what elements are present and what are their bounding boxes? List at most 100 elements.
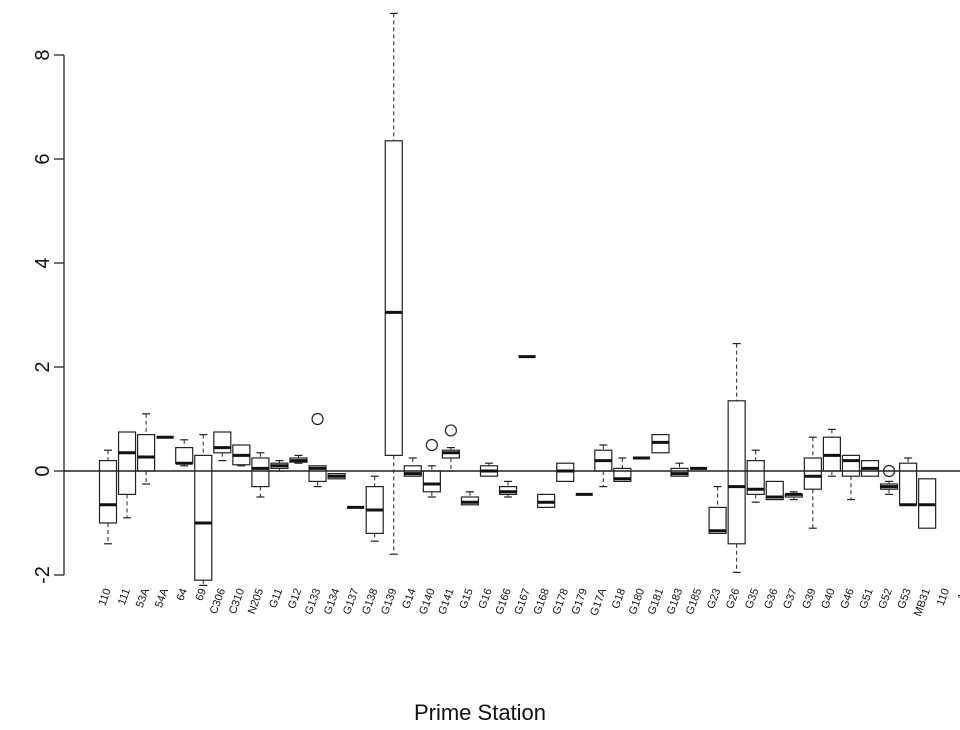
x-tick-label: G179 bbox=[570, 587, 590, 616]
box bbox=[232, 444, 251, 467]
box-iqr bbox=[746, 460, 765, 496]
y-tick-label: 2 bbox=[32, 361, 54, 372]
x-axis-title: Prime Station bbox=[413, 700, 547, 725]
y-tick-label: 0 bbox=[32, 465, 54, 476]
box bbox=[175, 439, 194, 467]
box bbox=[727, 343, 746, 574]
x-tick-label: G180 bbox=[627, 587, 647, 616]
y-tick-label: 6 bbox=[32, 153, 54, 164]
box-iqr bbox=[117, 431, 137, 496]
box-iqr bbox=[403, 465, 422, 477]
box-iqr bbox=[213, 431, 232, 454]
x-tick-label: G185 bbox=[684, 587, 704, 616]
box bbox=[765, 480, 784, 501]
x-tick-label: G12 bbox=[286, 587, 304, 611]
y-tick-label: 4 bbox=[32, 257, 54, 268]
box bbox=[251, 452, 270, 498]
box bbox=[308, 412, 327, 488]
outlier-point bbox=[882, 464, 896, 478]
box bbox=[537, 493, 556, 508]
box bbox=[879, 464, 899, 495]
box-iqr bbox=[98, 460, 118, 524]
x-tick-label: G23 bbox=[705, 587, 723, 611]
x-tick-label: 53A bbox=[134, 586, 152, 609]
x-tick-label: G26 bbox=[724, 587, 742, 611]
x-tick-label: G15 bbox=[457, 587, 475, 611]
x-tick-label: MB31 bbox=[912, 587, 933, 618]
x-tick-label: G53 bbox=[896, 587, 914, 611]
box bbox=[746, 449, 765, 503]
x-tick-label: 11 bbox=[956, 587, 960, 602]
x-tick-label: G51 bbox=[857, 587, 875, 611]
box bbox=[708, 486, 727, 534]
y-axis: -2 0 2 4 6 8 bbox=[32, 49, 65, 584]
box-iqr bbox=[308, 465, 327, 482]
box bbox=[822, 428, 842, 477]
x-tick-label: G14 bbox=[400, 587, 418, 611]
box bbox=[403, 457, 422, 477]
x-tick-label: G166 bbox=[493, 587, 513, 616]
box bbox=[194, 434, 213, 587]
x-tick-label: G35 bbox=[743, 587, 761, 611]
box-iqr bbox=[251, 457, 270, 488]
box bbox=[441, 424, 460, 472]
x-tick-label: 110 bbox=[935, 587, 952, 608]
x-tick-label: 111 bbox=[116, 587, 133, 607]
x-tick-label: N205 bbox=[246, 587, 266, 616]
x-tick-label: C310 bbox=[227, 587, 247, 616]
box-iqr bbox=[384, 140, 403, 457]
box-iqr bbox=[803, 457, 822, 490]
box bbox=[898, 457, 918, 507]
x-tick-label: G183 bbox=[665, 587, 685, 616]
x-tick-label: G181 bbox=[646, 587, 666, 616]
box-iqr bbox=[175, 447, 194, 464]
box bbox=[651, 434, 670, 454]
box-iqr bbox=[727, 400, 746, 545]
x-tick-label: 64 bbox=[175, 587, 190, 603]
box bbox=[860, 460, 880, 477]
box bbox=[327, 473, 346, 480]
box-iqr bbox=[422, 470, 441, 493]
box bbox=[594, 444, 613, 488]
box-iqr bbox=[137, 434, 156, 472]
box bbox=[213, 431, 232, 462]
box bbox=[98, 449, 118, 545]
box bbox=[918, 478, 937, 529]
x-tick-label: G40 bbox=[819, 587, 837, 611]
box bbox=[137, 413, 156, 485]
x-tick-label: G18 bbox=[610, 587, 628, 611]
x-tick-label: G167 bbox=[512, 587, 532, 616]
box-iqr bbox=[613, 467, 632, 482]
x-tick-label: G178 bbox=[551, 587, 571, 616]
box bbox=[289, 454, 308, 464]
outlier-point bbox=[425, 438, 438, 452]
box-iqr bbox=[194, 454, 213, 581]
box-iqr bbox=[898, 462, 918, 506]
x-tick-label: G133 bbox=[303, 587, 323, 616]
box bbox=[365, 475, 384, 542]
box bbox=[803, 436, 822, 529]
x-tick-label: G11 bbox=[267, 587, 285, 610]
x-tick-label: G39 bbox=[800, 587, 818, 611]
box-iqr bbox=[841, 454, 861, 477]
x-tick-label: G138 bbox=[360, 587, 380, 616]
box bbox=[460, 491, 480, 506]
x-tick-label: 69 bbox=[194, 587, 209, 603]
x-tick-label: G46 bbox=[838, 587, 856, 611]
box-iqr bbox=[765, 480, 784, 501]
x-tick-label: G16 bbox=[476, 587, 494, 611]
box bbox=[613, 457, 632, 482]
x-tick-label: G168 bbox=[531, 587, 551, 616]
x-tick-label: 110 bbox=[97, 587, 114, 608]
y-tick-label: -2 bbox=[32, 566, 54, 584]
box bbox=[270, 460, 289, 472]
box bbox=[117, 431, 137, 519]
outlier-point bbox=[444, 424, 457, 437]
box bbox=[841, 454, 861, 501]
x-tick-label: G141 bbox=[436, 587, 456, 616]
x-tick-label: G52 bbox=[876, 587, 894, 611]
x-tick-label: G36 bbox=[762, 587, 780, 611]
x-tick-label: G17A bbox=[588, 586, 609, 617]
boxes-group bbox=[98, 12, 937, 587]
